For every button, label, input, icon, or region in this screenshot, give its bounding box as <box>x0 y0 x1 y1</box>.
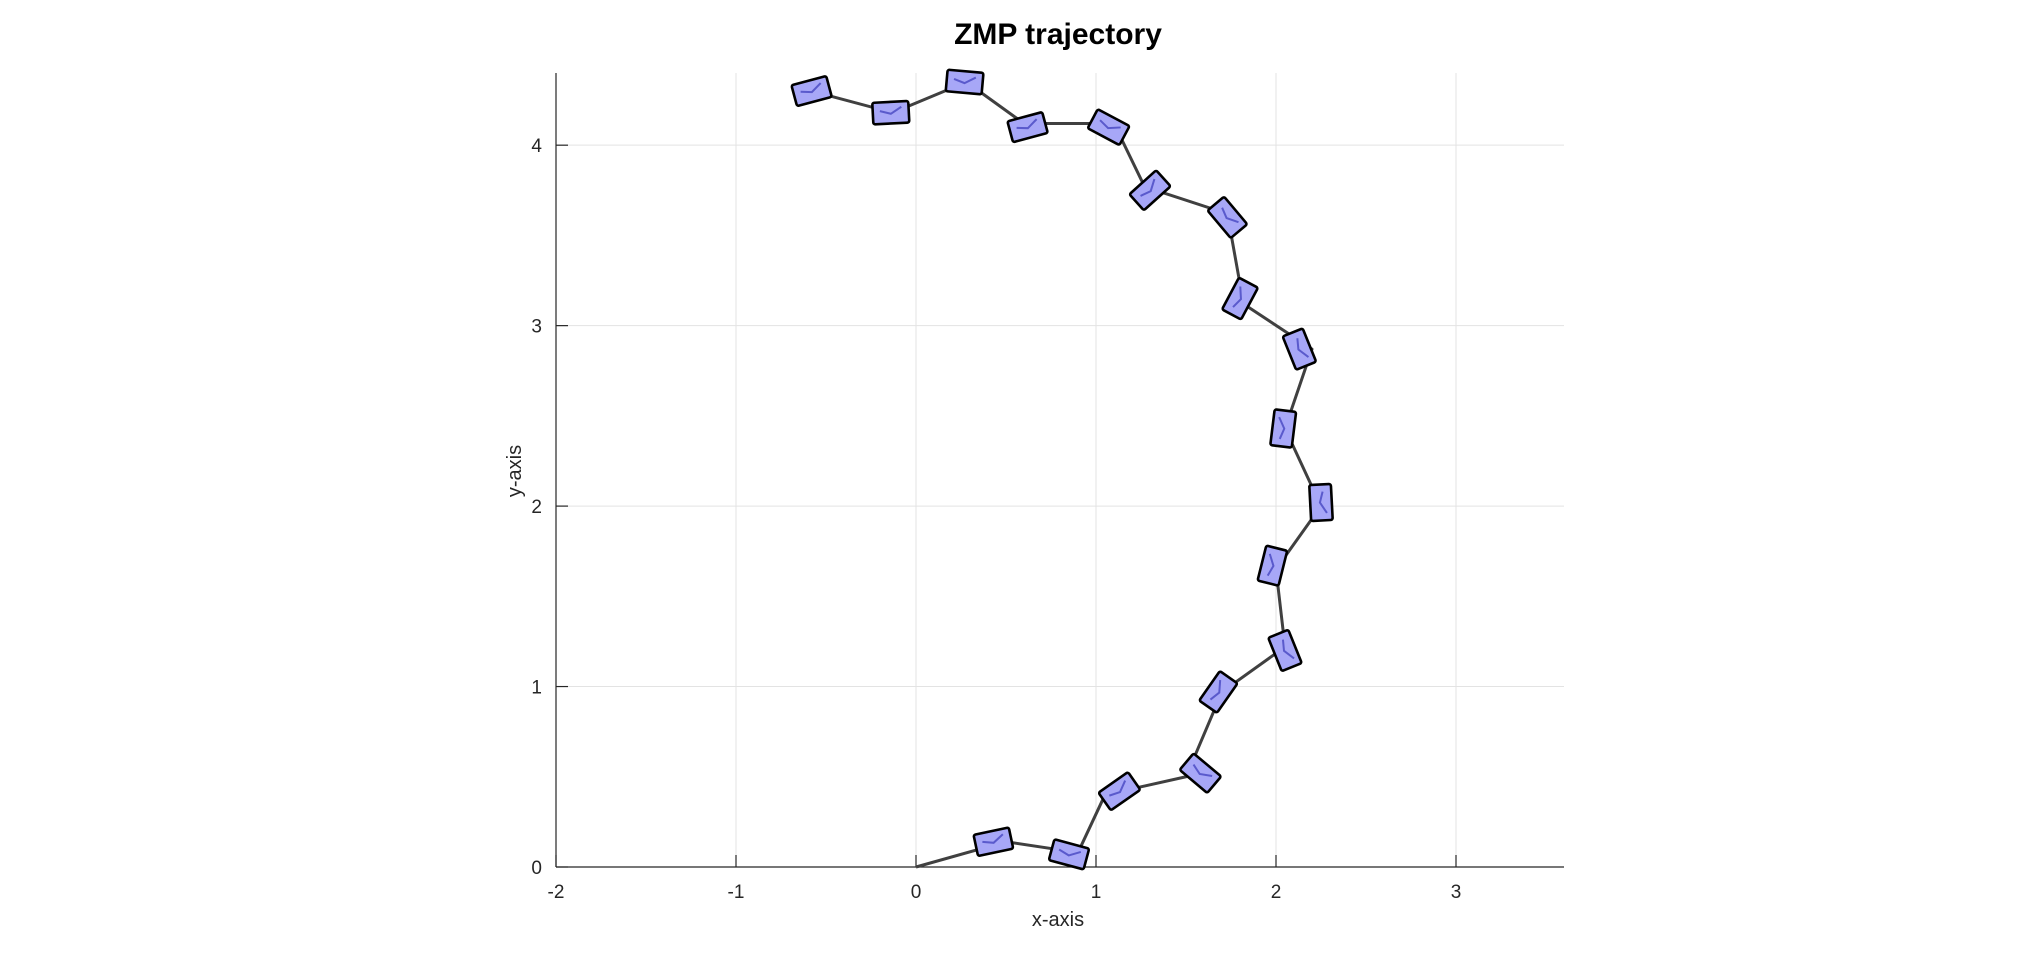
footprint <box>1047 838 1091 871</box>
footprint-inner-line <box>1278 416 1286 440</box>
x-tick-label: 1 <box>1091 882 1102 903</box>
tick-labels: -2 -1 0 1 2 3 0 1 2 3 4 <box>531 136 1461 903</box>
footprint <box>1198 670 1239 714</box>
footprint <box>972 826 1015 857</box>
x-tick-label: -2 <box>548 882 565 903</box>
footprint-inner-line <box>1209 679 1222 701</box>
footprint <box>1221 277 1259 321</box>
footprint <box>1308 482 1334 523</box>
footprint <box>944 68 985 96</box>
footprint-inner-line <box>1109 780 1127 797</box>
footprint <box>1281 327 1317 371</box>
trajectory-line-layer <box>811 80 1323 869</box>
footprint-inner-line <box>1221 207 1239 224</box>
footprint <box>1128 169 1172 211</box>
footprint <box>1269 408 1298 449</box>
footprint <box>1267 629 1303 672</box>
y-tick-label: 2 <box>531 497 542 518</box>
footprint-inner-line <box>1192 764 1213 777</box>
footprint-inner-line <box>800 82 822 94</box>
footprint <box>1087 108 1131 146</box>
y-axis-label: y-axis <box>504 445 526 497</box>
y-tick-label: 0 <box>531 858 542 879</box>
footprint-inner-line <box>1058 848 1082 857</box>
footprint-inner-line <box>1266 553 1275 577</box>
x-axis-label: x-axis <box>1032 909 1084 931</box>
footprint-inner-line <box>1281 639 1295 660</box>
footprint-inner-line <box>1099 119 1121 130</box>
trajectory-line <box>811 80 1323 869</box>
chart-title: ZMP trajectory <box>954 18 1162 51</box>
footprint-inner-line <box>982 833 1004 844</box>
footprint <box>790 75 833 107</box>
footprint <box>1207 196 1248 239</box>
footprint-inner-line <box>1318 491 1328 514</box>
x-tick-label: -1 <box>728 882 745 903</box>
footprint-inner-line <box>1016 118 1038 130</box>
footprint <box>871 99 911 126</box>
axes <box>555 73 1564 868</box>
footprint <box>1256 544 1289 587</box>
x-tick-label: 2 <box>1271 882 1282 903</box>
footprint <box>1097 771 1141 811</box>
x-tick-label: 0 <box>911 882 922 903</box>
grid <box>555 73 1564 868</box>
x-tick-label: 3 <box>1451 882 1462 903</box>
footprint-inner-line <box>879 105 902 115</box>
footprint-inner-line <box>1296 338 1310 358</box>
footprint-inner-line <box>1232 286 1242 308</box>
footprints-layer <box>790 68 1334 871</box>
y-tick-label: 4 <box>531 136 542 157</box>
footprint <box>1006 111 1049 144</box>
y-tick-label: 1 <box>531 678 542 699</box>
footprint <box>1179 752 1222 794</box>
footprint-inner-line <box>953 76 977 85</box>
footprint-inner-line <box>1140 178 1156 197</box>
y-tick-label: 3 <box>531 317 542 338</box>
